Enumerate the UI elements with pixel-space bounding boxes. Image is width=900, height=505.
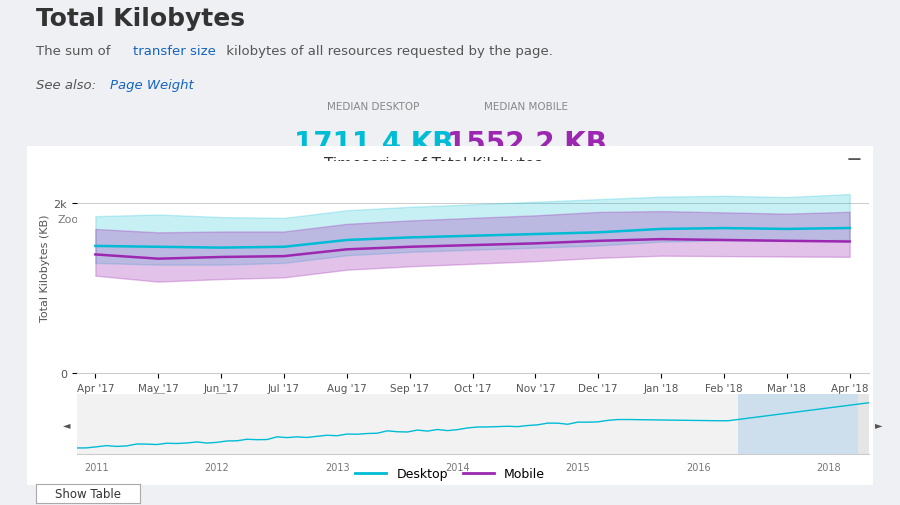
- Text: ▲21.2%: ▲21.2%: [349, 170, 398, 183]
- Text: All: All: [300, 215, 314, 225]
- Text: To: To: [722, 215, 734, 225]
- Text: The sum of: The sum of: [36, 45, 115, 58]
- Text: MEDIAN DESKTOP: MEDIAN DESKTOP: [328, 102, 419, 112]
- Text: ☰: ☰: [847, 157, 862, 175]
- Text: ▲12.4%: ▲12.4%: [502, 170, 551, 183]
- FancyBboxPatch shape: [736, 210, 842, 233]
- Text: From: From: [588, 215, 615, 225]
- Text: L: L: [218, 395, 224, 406]
- Text: See also:: See also:: [36, 79, 101, 92]
- Text: 2014: 2014: [446, 462, 470, 472]
- Text: transfer size: transfer size: [133, 45, 216, 58]
- Text: Apr 1, 2017: Apr 1, 2017: [637, 215, 698, 225]
- Text: 1y: 1y: [261, 215, 275, 225]
- Text: Apr 1, 2018: Apr 1, 2018: [758, 215, 819, 225]
- Text: 2011: 2011: [85, 462, 109, 472]
- Text: 1m: 1m: [104, 215, 122, 225]
- Text: MEDIAN MOBILE: MEDIAN MOBILE: [484, 102, 569, 112]
- Text: Show Table: Show Table: [55, 487, 121, 500]
- Legend: Desktop, Mobile: Desktop, Mobile: [350, 462, 550, 485]
- Y-axis label: Total Kilobytes (KB): Total Kilobytes (KB): [40, 214, 50, 321]
- Text: 2013: 2013: [325, 462, 349, 472]
- Bar: [76, 394, 738, 454]
- Text: 1552.2 KB: 1552.2 KB: [446, 130, 607, 158]
- Text: 2016: 2016: [686, 462, 710, 472]
- Text: Timeseries of Total Kilobytes: Timeseries of Total Kilobytes: [324, 157, 543, 172]
- Bar: [859, 394, 878, 454]
- Text: 6m: 6m: [181, 215, 199, 225]
- Text: 3m: 3m: [142, 215, 160, 225]
- Bar: [738, 394, 859, 454]
- Text: 2012: 2012: [204, 462, 230, 472]
- Text: ►: ►: [875, 419, 882, 429]
- Text: K: K: [155, 395, 162, 406]
- Text: 1711.4 KB: 1711.4 KB: [293, 130, 454, 158]
- Text: 2015: 2015: [565, 462, 590, 472]
- Text: ◄: ◄: [63, 419, 70, 429]
- Text: 2018: 2018: [816, 462, 841, 472]
- Text: Zoom: Zoom: [58, 215, 89, 225]
- Text: YTD: YTD: [218, 215, 240, 225]
- Text: Page Weight: Page Weight: [110, 79, 194, 92]
- Text: Total Kilobytes: Total Kilobytes: [36, 7, 245, 31]
- FancyBboxPatch shape: [615, 210, 721, 233]
- FancyBboxPatch shape: [248, 209, 288, 232]
- Text: kilobytes of all resources requested by the page.: kilobytes of all resources requested by …: [222, 45, 554, 58]
- Text: Source: httparchive.org: Source: httparchive.org: [367, 190, 499, 200]
